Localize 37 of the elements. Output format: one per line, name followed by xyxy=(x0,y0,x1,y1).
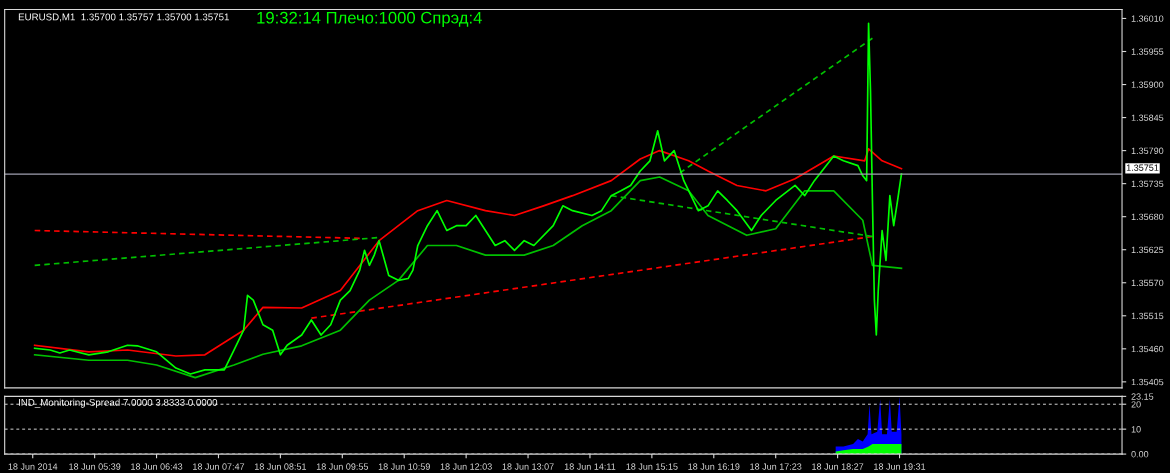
y-tick-label: 1.35790 xyxy=(1131,147,1164,154)
x-tick-label: 18 Jun 16:19 xyxy=(688,463,740,470)
y-tick-label: 10 xyxy=(1131,426,1141,433)
x-tick-label: 18 Jun 14:11 xyxy=(564,463,616,470)
ref-line-label: 1.35751 xyxy=(1126,164,1159,171)
y-tick-label: 0.00 xyxy=(1131,451,1149,458)
x-tick-label: 18 Jun 07:47 xyxy=(193,463,245,470)
x-tick-label: 18 Jun 08:51 xyxy=(254,463,307,470)
y-tick-label: 20 xyxy=(1131,401,1141,408)
y-tick-label: 1.35845 xyxy=(1131,114,1164,121)
x-tick-label: 18 Jun 05:39 xyxy=(69,463,121,470)
x-tick-label: 18 Jun 09:55 xyxy=(316,463,369,470)
y-tick-label: 1.35955 xyxy=(1131,48,1164,55)
y-tick-label: 1.35405 xyxy=(1131,378,1164,386)
y-tick-label: 1.35900 xyxy=(1131,81,1164,88)
line-series xyxy=(33,176,903,379)
line-series xyxy=(33,147,903,357)
y-tick-label: 1.35680 xyxy=(1131,213,1164,221)
x-tick-label: 18 Jun 15:15 xyxy=(626,463,678,470)
x-tick-label: 18 Jun 18:27 xyxy=(812,463,864,470)
y-tick-label: 1.35570 xyxy=(1131,279,1164,287)
y-tick-label: 1.36010 xyxy=(1131,15,1164,22)
y-tick-label: 1.35515 xyxy=(1131,312,1164,320)
annotation: 19:32:14 Плечо:1000 Спрэд:4 xyxy=(257,11,482,27)
x-tick-label: 18 Jun 13:07 xyxy=(502,463,554,470)
x-tick-label: 18 Jun 2014 xyxy=(8,463,58,470)
x-tick-label: 18 Jun 10:59 xyxy=(378,463,430,470)
x-tick-label: 18 Jun 06:43 xyxy=(131,463,183,470)
x-tick-label: 18 Jun 12:03 xyxy=(440,463,492,470)
y-tick-label: 1.35460 xyxy=(1131,345,1164,353)
y-tick-label: 1.35735 xyxy=(1131,180,1164,187)
y-tick-label: 1.35625 xyxy=(1131,246,1164,254)
chart-title: EURUSD,M1 1.35700 1.35757 1.35700 1.35751 xyxy=(18,13,229,22)
y-tick-label: 23.15 xyxy=(1131,393,1154,400)
x-tick-label: 18 Jun 19:31 xyxy=(874,463,926,470)
chart-title: IND_Monitoring-Spread 7.0000 3.8333 0.0000 xyxy=(18,398,218,408)
x-tick-label: 18 Jun 17:23 xyxy=(750,463,802,470)
